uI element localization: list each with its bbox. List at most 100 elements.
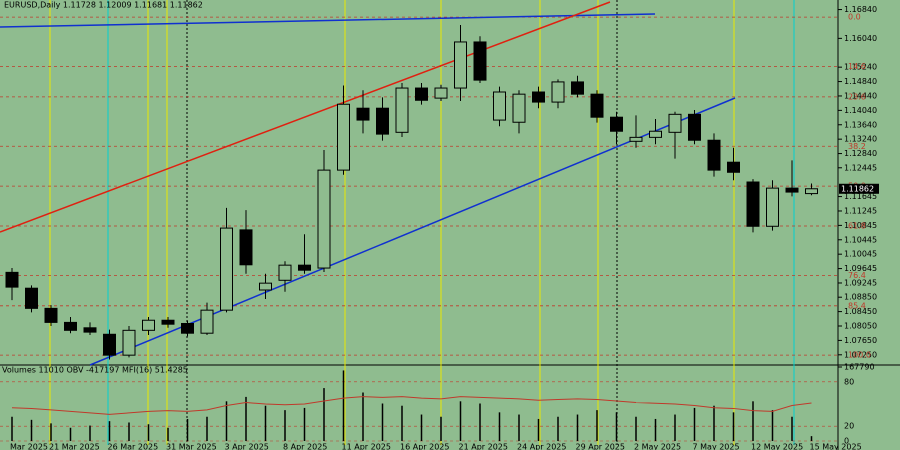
- candle-body: [200, 309, 214, 334]
- candle-body: [473, 41, 487, 81]
- candle-body: [727, 161, 740, 173]
- x-tick-label: 21 Apr 2025: [459, 443, 508, 450]
- candle-body: [83, 327, 97, 333]
- fib-label: 61.8: [848, 222, 866, 231]
- fib-label: 38.2: [848, 142, 866, 151]
- candle-body: [512, 93, 526, 123]
- trendline: [89, 97, 736, 366]
- y-tick-label: 1.14440: [844, 91, 877, 100]
- trendline: [0, 13, 656, 28]
- candle-body: [746, 181, 760, 227]
- x-tick-label: 7 May 2025: [693, 443, 740, 450]
- volume-tick-label: 167790: [844, 363, 875, 372]
- x-tick-label: 8 Apr 2025: [283, 443, 327, 450]
- candle-body: [376, 107, 389, 135]
- candle-body: [493, 91, 506, 121]
- candle-body: [785, 187, 799, 193]
- y-tick-label: 1.16840: [844, 5, 877, 14]
- fib-label: 76.4: [848, 271, 866, 280]
- y-tick-label: 1.13640: [844, 120, 877, 129]
- candle-body: [5, 271, 19, 288]
- x-tick-label: 2 May 2025: [634, 443, 681, 450]
- x-tick-label: 31 Mar 2025: [166, 443, 217, 450]
- last-price-label: 1.11862: [841, 184, 874, 193]
- chart-title: EURUSD,Daily 1.11728 1.12009 1.11681 1.1…: [4, 1, 203, 10]
- x-tick-label: Mar 2025: [10, 443, 48, 450]
- candle-body: [181, 322, 194, 334]
- candle-body: [532, 91, 545, 103]
- mfi-line: [11, 396, 812, 415]
- candle-body: [434, 87, 448, 99]
- period-separators: [49, 0, 795, 445]
- candle-body: [590, 93, 604, 118]
- y-tick-label: 1.07650: [844, 336, 877, 345]
- y-tick-label: 1.15240: [844, 63, 877, 72]
- candle-body: [103, 333, 116, 356]
- fib-label: 100.0: [848, 351, 871, 360]
- x-tick-label: 24 Apr 2025: [517, 443, 566, 450]
- candle-body: [356, 107, 370, 121]
- fib-label: 23.6: [848, 92, 866, 101]
- y-tick-label: 1.08050: [844, 322, 877, 331]
- candle-body: [766, 187, 779, 227]
- candle-body: [317, 169, 331, 269]
- candle-body: [707, 139, 721, 171]
- last-price-box: [839, 183, 879, 194]
- candle-body: [161, 319, 175, 325]
- candle-body: [610, 116, 623, 132]
- candle-body: [415, 87, 428, 101]
- marks-layer: Mar 2025 21 Mar 2025 26 Mar 2025 31 Mar 202…: [5, 25, 879, 450]
- candle-body: [44, 307, 58, 323]
- mfi-tick-label: 0: [844, 437, 849, 446]
- x-tick-label: 12 May 2025: [751, 443, 803, 450]
- candle-body: [220, 227, 233, 311]
- candle-body: [337, 103, 350, 171]
- price-axis: [838, 0, 900, 450]
- y-tick-label: 1.14040: [844, 106, 877, 115]
- candle-body: [551, 81, 565, 103]
- mfi-tick-label: 20: [844, 422, 854, 431]
- fib-label: 0.0: [848, 13, 861, 22]
- x-tick-label: 15 May 2025: [810, 443, 862, 450]
- candle-body: [629, 136, 643, 142]
- y-tick-label: 1.09245: [844, 278, 877, 287]
- y-tick-label: 1.14840: [844, 77, 877, 86]
- candle-body: [298, 264, 311, 271]
- y-tick-label: 1.10045: [844, 250, 877, 259]
- y-tick-label: 1.11245: [844, 206, 877, 215]
- candle-body: [239, 229, 253, 266]
- candle-body: [454, 41, 467, 89]
- trendlines: [0, 1, 736, 366]
- y-tick-label: 1.13240: [844, 135, 877, 144]
- fib-label: 14.6: [848, 62, 866, 71]
- y-tick-label: 1.12445: [844, 163, 877, 172]
- x-tick-label: 21 Mar 2025: [49, 443, 100, 450]
- x-tick-label: 26 Mar 2025: [108, 443, 159, 450]
- mfi-tick-label: 80: [844, 377, 854, 386]
- y-tick-label: 1.16040: [844, 34, 877, 43]
- y-tick-label: 1.08450: [844, 307, 877, 316]
- y-tick-label: 1.12840: [844, 149, 877, 158]
- candle-body: [571, 81, 584, 95]
- indicator-title: Volumes 11010 OBV -417197 MFI(16) 51.428…: [2, 366, 188, 375]
- fib-label: 85.4: [848, 301, 866, 310]
- candle-body: [25, 287, 38, 309]
- y-tick-label: 1.10445: [844, 235, 877, 244]
- candle-body: [688, 113, 701, 141]
- x-tick-label: 11 Apr 2025: [342, 443, 391, 450]
- x-tick-label: 16 Apr 2025: [400, 443, 449, 450]
- candle-body: [64, 321, 77, 331]
- y-tick-label: 1.11645: [844, 192, 877, 201]
- x-tick-label: 29 Apr 2025: [576, 443, 625, 450]
- x-tick-label: 3 Apr 2025: [225, 443, 269, 450]
- candle-body: [668, 113, 682, 133]
- y-tick-label: 1.07250: [844, 350, 877, 359]
- y-tick-label: 1.09645: [844, 264, 877, 273]
- candle-body: [142, 319, 155, 331]
- candle-body: [122, 329, 136, 356]
- y-tick-label: 1.10845: [844, 221, 877, 230]
- candle-body: [259, 282, 272, 291]
- trendline: [0, 1, 611, 233]
